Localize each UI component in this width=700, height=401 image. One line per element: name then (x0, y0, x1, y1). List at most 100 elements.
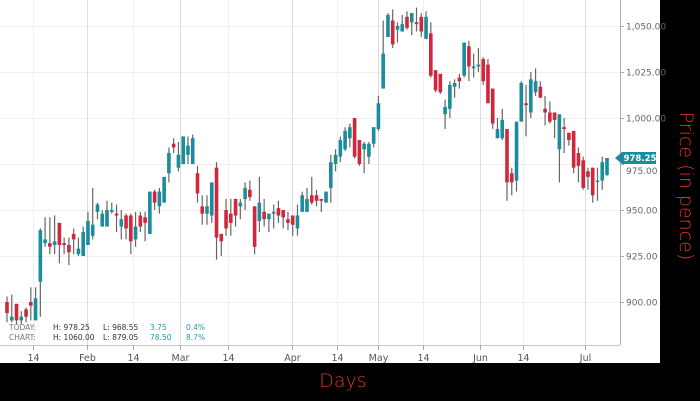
candle-body-up (362, 143, 366, 150)
candle-body-up (162, 176, 166, 203)
candle (467, 40, 471, 82)
candle (429, 22, 433, 78)
candle-body-down (548, 112, 552, 122)
candle-body-down (219, 233, 224, 242)
candle-body-up (38, 230, 43, 282)
candle (71, 228, 76, 255)
candle-body-up (133, 226, 138, 240)
candle-body-down (200, 206, 205, 214)
candle (86, 211, 90, 245)
candle (509, 167, 514, 196)
candle-body-up (257, 202, 262, 222)
candle-body-down (486, 64, 490, 104)
candle-body-up (9, 316, 14, 321)
candle (324, 191, 328, 203)
x-axis-ticks: 14 Feb 14 Mar 14 Apr 14 May 14 Jun 14 Jul (27, 345, 591, 364)
candle (524, 84, 528, 137)
candle-body-up (514, 121, 519, 181)
candle-body-up (367, 143, 371, 157)
candle (124, 213, 128, 240)
candle (409, 13, 414, 36)
candle-body-down (314, 195, 319, 201)
candle-body-down (290, 215, 295, 225)
candle-body-down (57, 222, 62, 245)
candle-body-up (209, 182, 214, 216)
candle (19, 311, 24, 325)
chart-high: H: 1060.00 (53, 333, 95, 342)
candle (205, 195, 209, 225)
candle (90, 187, 95, 240)
candle (490, 88, 495, 130)
candle-body-up (271, 211, 276, 214)
candle-body-up (243, 187, 247, 199)
candle (229, 198, 233, 236)
last-price-marker: 978.25 (615, 152, 656, 165)
x-tick-label: Jul (579, 353, 591, 364)
candle-body-down (543, 108, 547, 113)
candle (133, 211, 138, 247)
candle (505, 129, 509, 201)
candle-body-down (67, 244, 71, 253)
candle (281, 210, 285, 229)
candle-body-down (252, 206, 257, 247)
candle (543, 95, 547, 126)
candle-body-down (524, 103, 528, 106)
candle-body-up (409, 13, 414, 23)
candle-body-up (205, 206, 209, 214)
candle-body-down (62, 243, 66, 245)
candle-body-up (348, 127, 352, 139)
x-tick-label: 14 (417, 353, 429, 364)
candle-body-down (129, 215, 133, 242)
candle (9, 294, 14, 323)
today-change: 3.75 (150, 323, 167, 332)
candle (176, 141, 181, 172)
x-tick-label: Jun (472, 353, 488, 364)
x-tick-label: Feb (79, 353, 96, 364)
candle (471, 53, 476, 78)
x-tick-label: 14 (331, 353, 343, 364)
candle (33, 287, 38, 321)
candle-body-down (48, 243, 52, 247)
today-high: H: 978.25 (53, 323, 90, 332)
candle (600, 156, 605, 190)
candle (452, 79, 457, 98)
candle-body-up (529, 79, 533, 113)
summary-box: TODAY: H: 978.25 L: 968.55 3.75 0.4% CHA… (8, 323, 205, 342)
x-tick-label: 14 (27, 353, 39, 364)
candle-body-down (152, 191, 157, 203)
candle (486, 59, 490, 104)
candle (371, 127, 376, 148)
candle (290, 215, 295, 236)
candle (100, 210, 105, 227)
candle (495, 118, 500, 139)
candle-body-down (29, 302, 33, 306)
candle (314, 189, 319, 207)
candle (376, 95, 381, 131)
candle-body-down (281, 210, 285, 218)
candle (148, 191, 152, 234)
candle (352, 118, 357, 159)
candle (48, 217, 52, 255)
candle-body-down (405, 16, 409, 28)
candle-body-down (438, 73, 443, 93)
candle-body-down (490, 88, 495, 124)
candle (576, 147, 581, 183)
candle-body-down (433, 70, 438, 91)
candle (438, 73, 443, 95)
candle (400, 14, 405, 32)
candle (333, 149, 338, 172)
today-low: L: 968.55 (103, 323, 139, 332)
candle-body-up (81, 232, 85, 256)
x-tick-label: Apr (284, 353, 301, 364)
candle-body-down (224, 210, 228, 229)
candle (257, 176, 262, 233)
candle (381, 20, 385, 89)
candle (200, 195, 205, 225)
candle-body-down (586, 171, 590, 177)
candle (462, 42, 466, 78)
candle-body-up (605, 158, 609, 176)
candle-body-down (457, 77, 462, 82)
candle (390, 9, 395, 49)
candle-body-up (519, 83, 524, 122)
